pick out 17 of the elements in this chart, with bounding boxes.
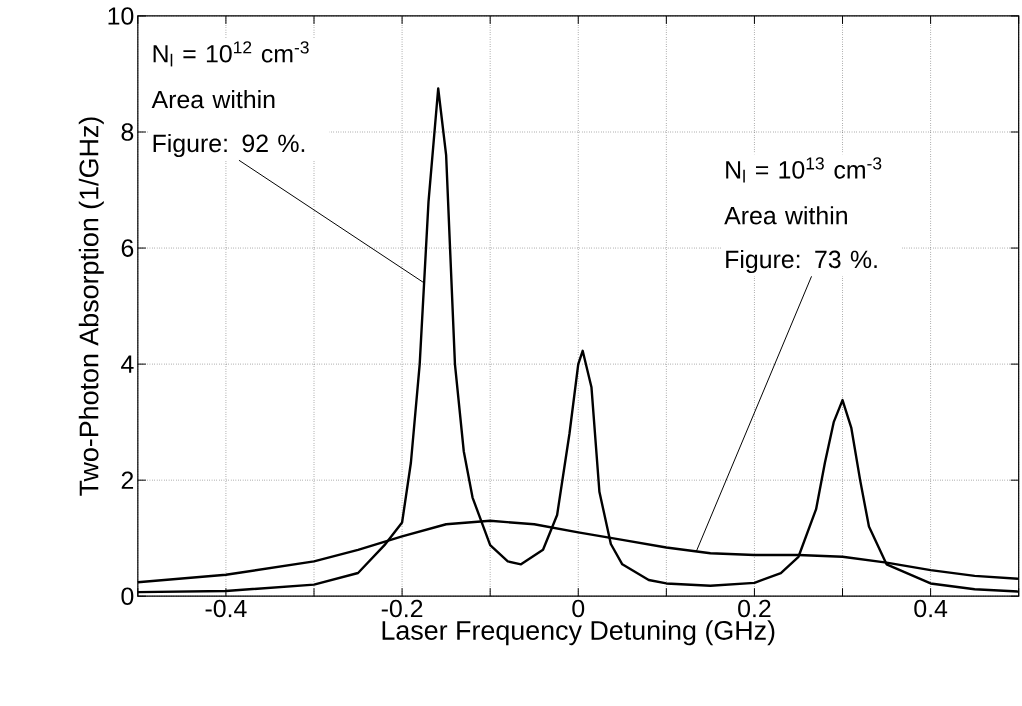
y-axis-title: Two-Photon Absorption (1/GHz) [78,117,104,496]
y-tick-label: 8 [121,123,134,141]
x-tick-label: 0 [572,599,585,618]
y-tick-label: 10 [108,7,134,25]
annotation: Area within Figure: 73 %. [724,206,877,274]
x-tick-label: -0.2 [381,599,423,618]
annotation: Area within Figure: 92 %. [151,90,305,158]
annotation: N$_{l}$ = 10$^{13}$ cm$^{-3}$ [726,157,882,183]
x-tick-label: 0.2 [738,599,771,618]
annotation: N$_{l}$ = 10$^{12}$ cm$^{-3}$ [153,41,309,67]
y-tick-label: 0 [121,587,134,605]
y-tick-label: 4 [121,355,134,373]
y-tick-label: 2 [121,471,134,489]
x-axis-title: Laser Frequency Detuning (GHz) [382,620,775,646]
y-tick-label: 6 [121,239,134,257]
x-tick-label: -0.4 [205,599,247,618]
x-tick-label: 0.4 [914,599,948,618]
